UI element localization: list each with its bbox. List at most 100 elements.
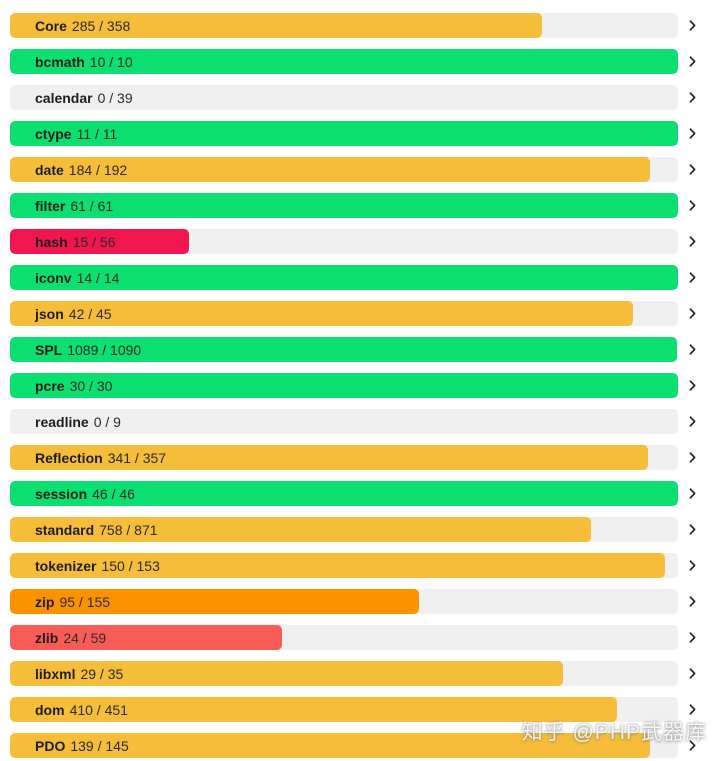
chevron-right-icon[interactable]	[678, 301, 706, 326]
extension-row[interactable]: tokenizer 150 / 153	[10, 553, 720, 578]
test-counts: 24 / 59	[63, 629, 107, 646]
progress-track: tokenizer 150 / 153	[10, 553, 678, 578]
chevron-right-icon[interactable]	[678, 517, 706, 542]
chevron-right-icon[interactable]	[678, 409, 706, 434]
extension-row[interactable]: zip 95 / 155	[10, 589, 720, 614]
progress-track: date 184 / 192	[10, 157, 678, 182]
progress-track: PDO 139 / 145	[10, 733, 678, 758]
extension-name: session	[35, 485, 88, 502]
extension-name: PDO	[35, 737, 66, 754]
chevron-right-icon[interactable]	[678, 85, 706, 110]
chevron-right-icon[interactable]	[678, 49, 706, 74]
progress-fill	[10, 553, 665, 578]
chevron-right-icon[interactable]	[678, 481, 706, 506]
progress-fill	[10, 481, 678, 506]
test-counts: 1089 / 1090	[67, 341, 142, 358]
extension-row[interactable]: json 42 / 45	[10, 301, 720, 326]
progress-track: Reflection 341 / 357	[10, 445, 678, 470]
test-counts: 14 / 14	[76, 269, 120, 286]
progress-track: json 42 / 45	[10, 301, 678, 326]
test-counts: 150 / 153	[101, 557, 160, 574]
chevron-right-icon[interactable]	[678, 193, 706, 218]
extension-row[interactable]: zlib 24 / 59	[10, 625, 720, 650]
test-counts: 0 / 39	[97, 89, 133, 106]
chevron-right-icon[interactable]	[678, 157, 706, 182]
chevron-right-icon[interactable]	[678, 229, 706, 254]
extension-row[interactable]: iconv 14 / 14	[10, 265, 720, 290]
chevron-right-icon[interactable]	[678, 589, 706, 614]
chevron-right-icon[interactable]	[678, 337, 706, 362]
extension-name: json	[35, 305, 64, 322]
chevron-right-icon[interactable]	[678, 625, 706, 650]
test-counts: 30 / 30	[69, 377, 113, 394]
progress-label: pcre 30 / 30	[35, 379, 112, 393]
chevron-right-icon[interactable]	[678, 733, 706, 758]
extension-name: filter	[35, 197, 66, 214]
chevron-right-icon[interactable]	[678, 553, 706, 578]
test-counts: 758 / 871	[99, 521, 158, 538]
progress-label: zlib 24 / 59	[35, 631, 106, 645]
extension-row[interactable]: readline 0 / 9	[10, 409, 720, 434]
extension-row[interactable]: filter 61 / 61	[10, 193, 720, 218]
chevron-right-icon[interactable]	[678, 13, 706, 38]
extension-row[interactable]: bcmath 10 / 10	[10, 49, 720, 74]
progress-track: ctype 11 / 11	[10, 121, 678, 146]
progress-track: zip 95 / 155	[10, 589, 678, 614]
test-counts: 410 / 451	[69, 701, 128, 718]
extension-row[interactable]: libxml 29 / 35	[10, 661, 720, 686]
extension-row[interactable]: standard 758 / 871	[10, 517, 720, 542]
progress-fill	[10, 517, 592, 542]
progress-track: readline 0 / 9	[10, 409, 678, 434]
progress-fill	[10, 625, 282, 650]
progress-label: filter 61 / 61	[35, 199, 113, 213]
extension-row[interactable]: dom 410 / 451	[10, 697, 720, 722]
chevron-right-icon[interactable]	[678, 445, 706, 470]
progress-fill	[10, 121, 678, 146]
extension-row[interactable]: date 184 / 192	[10, 157, 720, 182]
extension-row[interactable]: SPL 1089 / 1090	[10, 337, 720, 362]
extension-name: dom	[35, 701, 65, 718]
extension-name: readline	[35, 413, 89, 430]
progress-track: Core 285 / 358	[10, 13, 678, 38]
extension-row[interactable]: hash 15 / 56	[10, 229, 720, 254]
chevron-right-icon[interactable]	[678, 265, 706, 290]
chevron-right-icon[interactable]	[678, 121, 706, 146]
extension-row[interactable]: PDO 139 / 145	[10, 733, 720, 758]
extension-name: libxml	[35, 665, 76, 682]
progress-fill	[10, 733, 651, 758]
extension-name: date	[35, 161, 64, 178]
chevron-right-icon[interactable]	[678, 661, 706, 686]
test-counts: 0 / 9	[93, 413, 121, 430]
progress-label: PDO 139 / 145	[35, 739, 129, 753]
extension-name: iconv	[35, 269, 72, 286]
progress-label: hash 15 / 56	[35, 235, 116, 249]
progress-label: iconv 14 / 14	[35, 271, 119, 285]
extension-row[interactable]: Core 285 / 358	[10, 13, 720, 38]
progress-fill	[10, 373, 678, 398]
progress-track: standard 758 / 871	[10, 517, 678, 542]
extension-row[interactable]: session 46 / 46	[10, 481, 720, 506]
progress-fill	[10, 301, 634, 326]
test-counts: 11 / 11	[76, 125, 118, 142]
extension-name: SPL	[35, 341, 63, 358]
progress-track: session 46 / 46	[10, 481, 678, 506]
extension-row[interactable]: pcre 30 / 30	[10, 373, 720, 398]
progress-fill	[10, 661, 564, 686]
progress-track: filter 61 / 61	[10, 193, 678, 218]
progress-fill	[10, 157, 651, 182]
extension-row[interactable]: calendar 0 / 39	[10, 85, 720, 110]
extension-row[interactable]: Reflection 341 / 357	[10, 445, 720, 470]
extension-name: hash	[35, 233, 68, 250]
chevron-right-icon[interactable]	[678, 697, 706, 722]
progress-label: session 46 / 46	[35, 487, 135, 501]
progress-fill	[10, 589, 420, 614]
extension-row[interactable]: ctype 11 / 11	[10, 121, 720, 146]
chevron-right-icon[interactable]	[678, 373, 706, 398]
extension-name: Reflection	[35, 449, 103, 466]
extension-name: pcre	[35, 377, 65, 394]
progress-label: tokenizer 150 / 153	[35, 559, 160, 573]
progress-track: calendar 0 / 39	[10, 85, 678, 110]
progress-track: pcre 30 / 30	[10, 373, 678, 398]
progress-track: bcmath 10 / 10	[10, 49, 678, 74]
progress-label: standard 758 / 871	[35, 523, 158, 537]
